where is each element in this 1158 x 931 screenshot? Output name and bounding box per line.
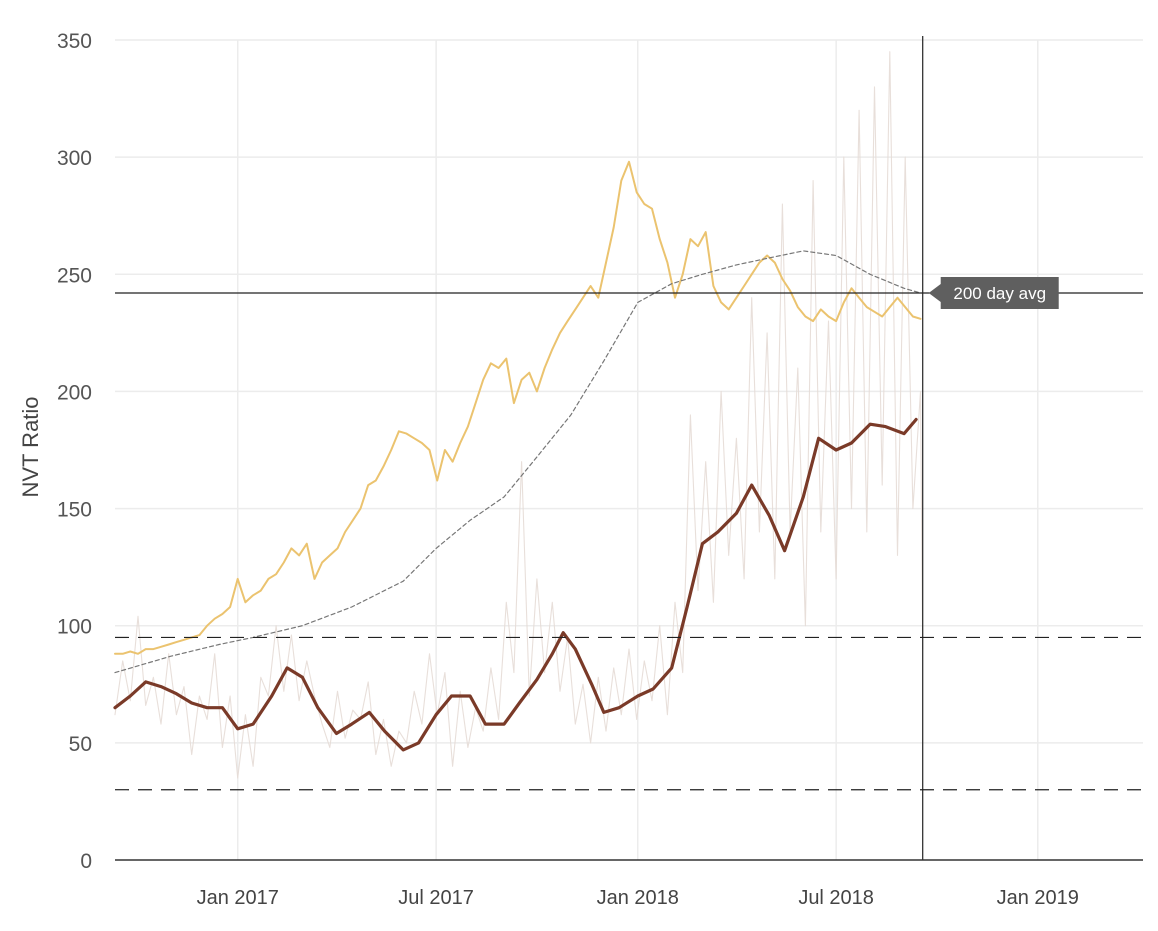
y-axis-ticks: 0 50 100 150 200 250 300 350 bbox=[57, 30, 92, 873]
y-tick-label: 0 bbox=[80, 850, 92, 873]
x-tick-label: Jan 2019 bbox=[997, 887, 1079, 909]
y-tick-label: 50 bbox=[69, 733, 92, 756]
reference-lines bbox=[115, 36, 1143, 860]
series-line-daily-raw bbox=[114, 51, 924, 779]
y-tick-label: 250 bbox=[57, 264, 92, 287]
x-tick-label: Jan 2018 bbox=[597, 887, 679, 909]
x-tick-label: Jul 2017 bbox=[398, 887, 474, 909]
y-tick-label: 300 bbox=[57, 147, 92, 170]
avg-annotation-box bbox=[928, 277, 1059, 310]
y-tick-label: 350 bbox=[57, 30, 92, 53]
x-tick-label: Jul 2018 bbox=[798, 887, 874, 909]
y-tick-label: 100 bbox=[57, 616, 92, 639]
y-tick-label: 150 bbox=[57, 499, 92, 522]
series-line-200-day-average bbox=[114, 250, 922, 674]
series-line-smoothed bbox=[113, 417, 918, 752]
avg-annotation: 200 day avg bbox=[928, 277, 1059, 310]
x-axis-ticks: Jan 2017 Jul 2017 Jan 2018 Jul 2018 Jan 2019 bbox=[197, 887, 1079, 909]
y-axis-label: NVT Ratio bbox=[18, 396, 43, 497]
series bbox=[113, 51, 924, 779]
avg-annotation-label: 200 day avg bbox=[953, 284, 1046, 303]
series-line-market-cap-scaled bbox=[114, 160, 922, 655]
grid bbox=[115, 39, 1143, 860]
y-tick-label: 200 bbox=[57, 381, 92, 404]
x-tick-label: Jan 2017 bbox=[197, 887, 279, 909]
